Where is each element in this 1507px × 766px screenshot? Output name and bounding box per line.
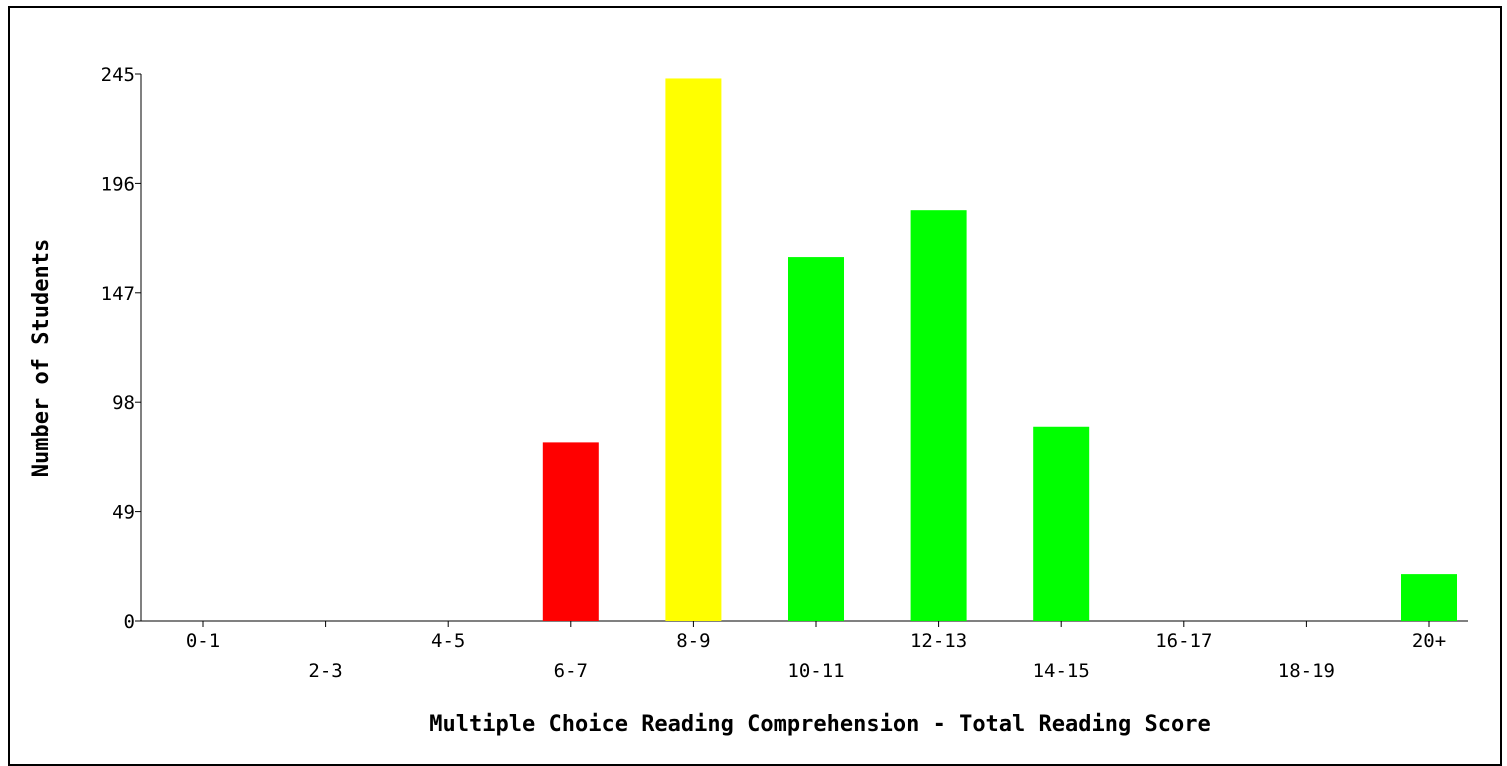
y-tick-label: 98 [112,392,135,414]
x-tick-label: 2-3 [308,660,342,682]
x-tick-label: 6-7 [554,660,588,682]
y-tick-label: 245 [101,64,135,86]
x-tick-label: 4-5 [431,630,465,652]
bar-12-13 [910,210,967,621]
y-axis-title: Number of Students [29,239,54,477]
x-tick-label: 18-19 [1278,660,1335,682]
x-axis-title: Multiple Choice Reading Comprehension - … [429,712,1210,737]
bar-chart: 0 49 98 147 196 245 0-1 2-3 4-5 6-7 8-9 10-11 12-13… [29,64,1468,737]
bar-6-7 [542,442,599,621]
y-ticks: 0 49 98 147 196 245 [101,64,141,633]
bar-8-9 [665,78,722,621]
y-tick-label: 147 [101,283,135,305]
x-tick-label: 14-15 [1033,660,1090,682]
x-tick-label: 0-1 [186,630,220,652]
bar-14-15 [1033,426,1090,621]
x-tick-label: 12-13 [910,630,967,652]
y-tick-label: 49 [112,502,135,524]
x-tick-label: 20+ [1412,630,1446,652]
y-tick-label: 196 [101,173,135,195]
x-tick-label: 16-17 [1155,630,1212,652]
x-tick-label: 10-11 [787,660,844,682]
bar-10-11 [788,257,844,621]
chart-frame [8,6,1502,766]
x-tick-label: 8-9 [676,630,710,652]
bars [542,78,1457,621]
x-ticks: 0-1 2-3 4-5 6-7 8-9 10-11 12-13 14-15 16-17 18-19… [186,621,1446,682]
bar-20+ [1401,574,1457,621]
y-tick-label: 0 [124,611,135,633]
